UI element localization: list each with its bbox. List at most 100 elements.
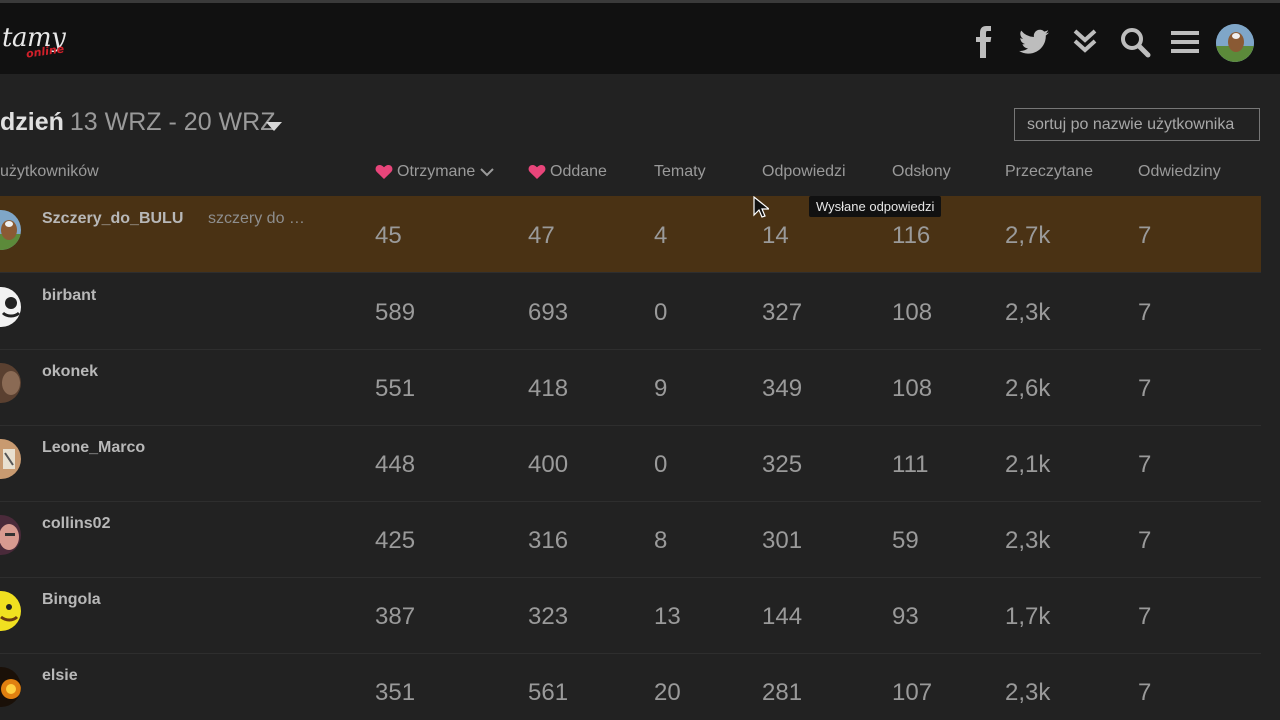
table-row[interactable]: okonek 551 418 9 349 108 2,6k 7 bbox=[0, 349, 1261, 426]
cell-read: 2,7k bbox=[1005, 222, 1051, 249]
double-chevron-down-icon[interactable] bbox=[1068, 25, 1102, 59]
cell-read: 2,6k bbox=[1005, 375, 1051, 402]
cell-visits: 7 bbox=[1138, 679, 1152, 706]
cell-visits: 7 bbox=[1138, 222, 1152, 249]
cell-topics: 20 bbox=[654, 679, 681, 706]
username[interactable]: Bingola bbox=[42, 591, 101, 608]
avatar[interactable] bbox=[0, 287, 21, 327]
cell-visits: 7 bbox=[1138, 527, 1152, 554]
search-icon[interactable] bbox=[1118, 25, 1152, 59]
cell-views: 59 bbox=[892, 527, 919, 554]
logo-main-text: tamy bbox=[2, 23, 66, 53]
username[interactable]: elsie bbox=[42, 667, 78, 684]
avatar[interactable] bbox=[0, 591, 21, 631]
facebook-icon[interactable] bbox=[968, 25, 1002, 59]
column-views[interactable]: Odsłony bbox=[892, 163, 951, 181]
heart-icon bbox=[375, 164, 393, 179]
table-row[interactable]: collins02 425 316 8 301 59 2,3k 7 bbox=[0, 501, 1261, 578]
hamburger-menu-icon[interactable] bbox=[1168, 25, 1202, 59]
column-topics-label: Tematy bbox=[654, 163, 706, 180]
column-replies-label: Odpowiedzi bbox=[762, 163, 846, 180]
cell-replies: 281 bbox=[762, 679, 803, 706]
column-topics[interactable]: Tematy bbox=[654, 163, 706, 181]
cell-received: 425 bbox=[375, 527, 416, 554]
cell-topics: 9 bbox=[654, 375, 668, 402]
twitter-icon[interactable] bbox=[1017, 25, 1051, 59]
cell-received: 551 bbox=[375, 375, 416, 402]
column-read[interactable]: Przeczytane bbox=[1005, 163, 1093, 181]
column-received-label: Otrzymane bbox=[397, 163, 476, 180]
table-row[interactable]: Leone_Marco 448 400 0 325 111 2,1k 7 bbox=[0, 425, 1261, 502]
column-visits-label: Odwiedziny bbox=[1138, 163, 1221, 180]
top-bar: tamy online bbox=[0, 0, 1280, 74]
column-users-label: użytkowników bbox=[0, 163, 99, 180]
heart-icon bbox=[528, 164, 546, 179]
cell-given: 316 bbox=[528, 527, 569, 554]
column-replies[interactable]: Odpowiedzi bbox=[762, 163, 846, 181]
cell-replies: 327 bbox=[762, 299, 803, 326]
cell-given: 47 bbox=[528, 222, 555, 249]
column-visits[interactable]: Odwiedziny bbox=[1138, 163, 1221, 181]
caret-down-icon[interactable] bbox=[264, 119, 284, 133]
cell-replies: 14 bbox=[762, 222, 789, 249]
avatar[interactable] bbox=[0, 515, 21, 555]
cell-given: 693 bbox=[528, 299, 569, 326]
cell-visits: 7 bbox=[1138, 375, 1152, 402]
sort-by-username-input[interactable] bbox=[1014, 108, 1260, 141]
cell-views: 107 bbox=[892, 679, 933, 706]
cell-topics: 4 bbox=[654, 222, 668, 249]
cell-replies: 301 bbox=[762, 527, 803, 554]
tooltip: Wysłane odpowiedzi bbox=[809, 196, 942, 217]
cell-visits: 7 bbox=[1138, 299, 1152, 326]
avatar[interactable] bbox=[0, 363, 21, 403]
username[interactable]: birbant bbox=[42, 287, 97, 304]
cell-read: 2,3k bbox=[1005, 527, 1051, 554]
cell-topics: 0 bbox=[654, 451, 668, 478]
period-label: dzień bbox=[0, 108, 64, 136]
cell-received: 589 bbox=[375, 299, 416, 326]
avatar[interactable] bbox=[0, 210, 21, 250]
avatar[interactable] bbox=[0, 439, 21, 479]
username[interactable]: collins02 bbox=[42, 515, 111, 532]
avatar[interactable] bbox=[0, 667, 21, 707]
cell-given: 418 bbox=[528, 375, 569, 402]
cell-read: 2,3k bbox=[1005, 679, 1051, 706]
cell-given: 323 bbox=[528, 603, 569, 630]
cell-visits: 7 bbox=[1138, 451, 1152, 478]
cell-read: 2,1k bbox=[1005, 451, 1051, 478]
chevron-down-icon bbox=[480, 168, 494, 177]
user-avatar[interactable] bbox=[1216, 24, 1254, 62]
period-range: 13 WRZ - 20 WRZ bbox=[69, 108, 276, 136]
site-logo[interactable]: tamy online bbox=[0, 23, 80, 63]
real-name: szczery do … bbox=[208, 210, 305, 227]
table-row[interactable]: Szczery_do_BULU szczery do … 45 47 4 14 … bbox=[0, 196, 1261, 273]
column-given[interactable]: Oddane bbox=[528, 163, 607, 181]
username[interactable]: okonek bbox=[42, 363, 99, 380]
column-given-label: Oddane bbox=[550, 163, 607, 180]
table-row[interactable]: birbant 589 693 0 327 108 2,3k 7 bbox=[0, 273, 1261, 350]
cell-received: 351 bbox=[375, 679, 416, 706]
cell-views: 108 bbox=[892, 299, 933, 326]
username[interactable]: Szczery_do_BULU bbox=[42, 210, 184, 227]
cell-views: 108 bbox=[892, 375, 933, 402]
mouse-cursor-icon bbox=[753, 195, 771, 220]
cell-topics: 13 bbox=[654, 603, 681, 630]
cell-replies: 349 bbox=[762, 375, 803, 402]
column-received[interactable]: Otrzymane bbox=[375, 163, 495, 181]
table-row[interactable]: Bingola 387 323 13 144 93 1,7k 7 bbox=[0, 577, 1261, 654]
cell-received: 387 bbox=[375, 603, 416, 630]
cell-replies: 144 bbox=[762, 603, 803, 630]
username[interactable]: Leone_Marco bbox=[42, 439, 146, 456]
table-row[interactable]: elsie 351 561 20 281 107 2,3k 7 bbox=[0, 653, 1261, 720]
cell-received: 45 bbox=[375, 222, 402, 249]
cell-received: 448 bbox=[375, 451, 416, 478]
column-users[interactable]: użytkowników bbox=[0, 163, 99, 181]
cell-visits: 7 bbox=[1138, 603, 1152, 630]
cell-topics: 0 bbox=[654, 299, 668, 326]
column-read-label: Przeczytane bbox=[1005, 163, 1094, 180]
column-views-label: Odsłony bbox=[892, 163, 951, 180]
cell-views: 116 bbox=[892, 222, 931, 249]
cell-given: 561 bbox=[528, 679, 569, 706]
cell-given: 400 bbox=[528, 451, 569, 478]
period-title: dzień 13 WRZ - 20 WRZ bbox=[0, 108, 275, 137]
